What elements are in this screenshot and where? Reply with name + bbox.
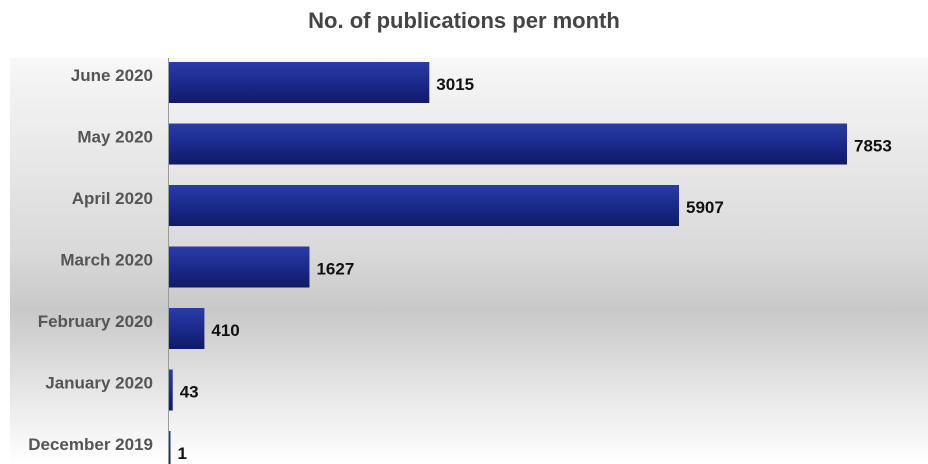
bar-january-2020 xyxy=(169,369,173,411)
category-label: April 2020 xyxy=(72,189,153,208)
chart-title: No. of publications per month xyxy=(308,8,620,33)
bar-march-2020 xyxy=(169,246,310,288)
value-label: 410 xyxy=(211,321,239,340)
value-label: 5907 xyxy=(686,198,724,217)
category-label: December 2019 xyxy=(28,435,153,454)
bar-june-2020 xyxy=(169,62,430,103)
value-label: 43 xyxy=(180,383,199,402)
bar-may-2020 xyxy=(169,123,847,165)
value-label: 1627 xyxy=(316,260,354,279)
bar-april-2020 xyxy=(169,185,679,226)
category-label: May 2020 xyxy=(77,128,153,147)
category-label: February 2020 xyxy=(38,312,153,331)
bar-february-2020 xyxy=(169,308,205,349)
category-label: March 2020 xyxy=(60,251,153,270)
category-label: June 2020 xyxy=(71,66,153,85)
value-label: 1 xyxy=(178,444,187,463)
value-label: 3015 xyxy=(436,75,474,94)
bar-december-2019 xyxy=(169,431,171,464)
category-label: January 2020 xyxy=(45,374,153,393)
value-label: 7853 xyxy=(854,137,892,156)
